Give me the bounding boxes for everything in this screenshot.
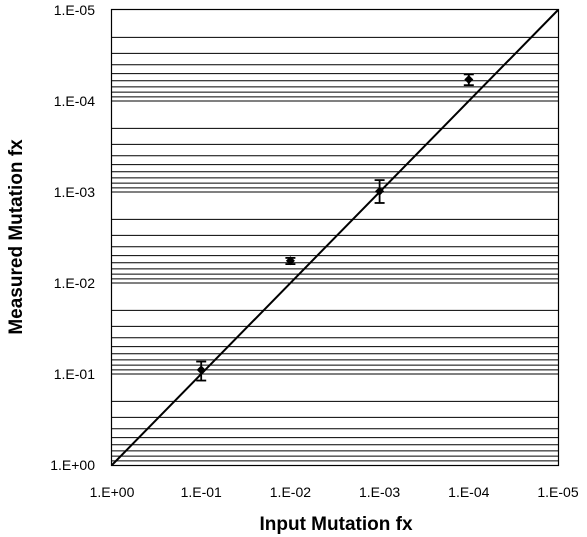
y-tick-label: 1.E+00 bbox=[50, 457, 95, 473]
diamond-marker bbox=[196, 365, 206, 375]
data-point bbox=[196, 360, 207, 382]
data-point bbox=[463, 73, 474, 87]
y-tick-label: 1.E-01 bbox=[54, 366, 95, 382]
x-tick-label: 1.E+00 bbox=[90, 484, 135, 500]
diamond-marker bbox=[464, 74, 474, 84]
diamond-marker bbox=[285, 256, 295, 266]
y-tick-label: 1.E-05 bbox=[54, 2, 95, 18]
x-tick-label: 1.E-04 bbox=[448, 484, 489, 500]
data-point bbox=[374, 179, 385, 204]
x-tick-label: 1.E-05 bbox=[537, 484, 578, 500]
x-tick-label: 1.E-02 bbox=[270, 484, 311, 500]
data-points bbox=[196, 73, 474, 382]
diamond-marker bbox=[375, 186, 385, 196]
grid-lines bbox=[112, 36, 558, 462]
plot-area-frame bbox=[110, 8, 560, 467]
y-axis-title: Measured Mutation fx bbox=[6, 139, 27, 335]
x-axis-title: Input Mutation fx bbox=[259, 514, 412, 535]
y-tick-label: 1.E-04 bbox=[54, 93, 95, 109]
identity-line bbox=[111, 9, 559, 466]
x-tick-label: 1.E-03 bbox=[359, 484, 400, 500]
x-tick-labels: 1.E+00 1.E-01 1.E-02 1.E-03 1.E-04 1.E-05 bbox=[90, 484, 579, 500]
y-tick-label: 1.E-02 bbox=[54, 275, 95, 291]
x-tick-label: 1.E-01 bbox=[181, 484, 222, 500]
y-tick-labels: 1.E+00 1.E-01 1.E-02 1.E-03 1.E-04 1.E-05 bbox=[50, 2, 95, 473]
data-point bbox=[285, 256, 296, 266]
y-tick-label: 1.E-03 bbox=[54, 184, 95, 200]
